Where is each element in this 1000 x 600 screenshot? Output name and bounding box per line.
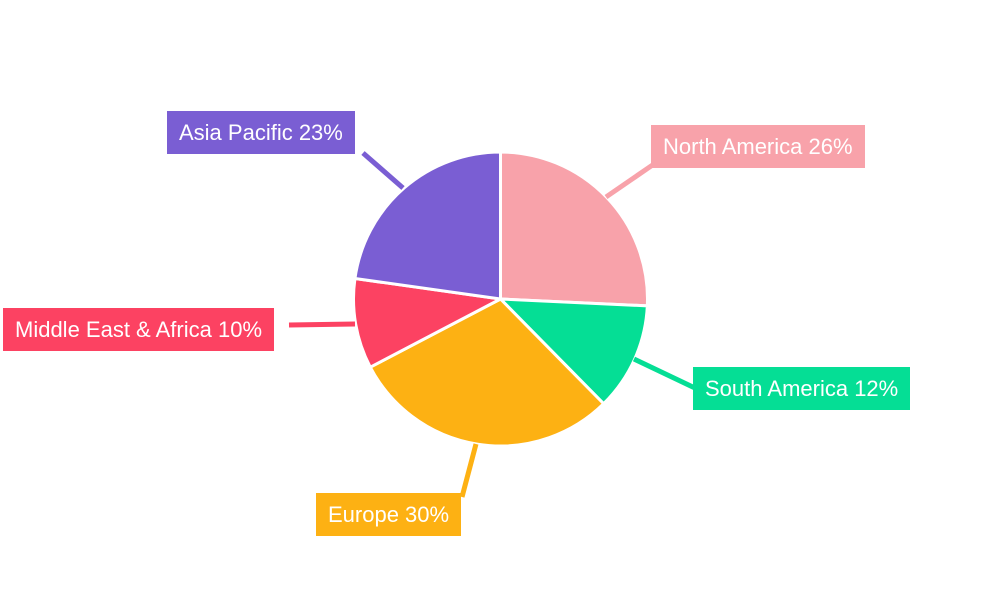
pie-slice-asia-pacific [353, 150, 502, 301]
pie-slice-north-america [499, 150, 649, 308]
pie-label-europe: Europe 30% [316, 493, 462, 536]
leader-line-south-america [632, 356, 699, 392]
leader-line-europe [459, 443, 479, 498]
pie-slice-europe [368, 297, 606, 448]
pie-label-asia-pacific: Asia Pacific 23% [167, 111, 355, 154]
pie-label-north-america: North America 26% [651, 125, 865, 168]
pie-label-middle-east-africa: Middle East & Africa 10% [3, 308, 275, 351]
pie-slice-middle-east-africa [352, 276, 506, 370]
leader-line-middle-east-africa [288, 321, 356, 328]
pie-label-south-america: South America 12% [693, 367, 911, 410]
leader-line-north-america [604, 161, 656, 200]
leader-line-asia-pacific [361, 151, 405, 190]
